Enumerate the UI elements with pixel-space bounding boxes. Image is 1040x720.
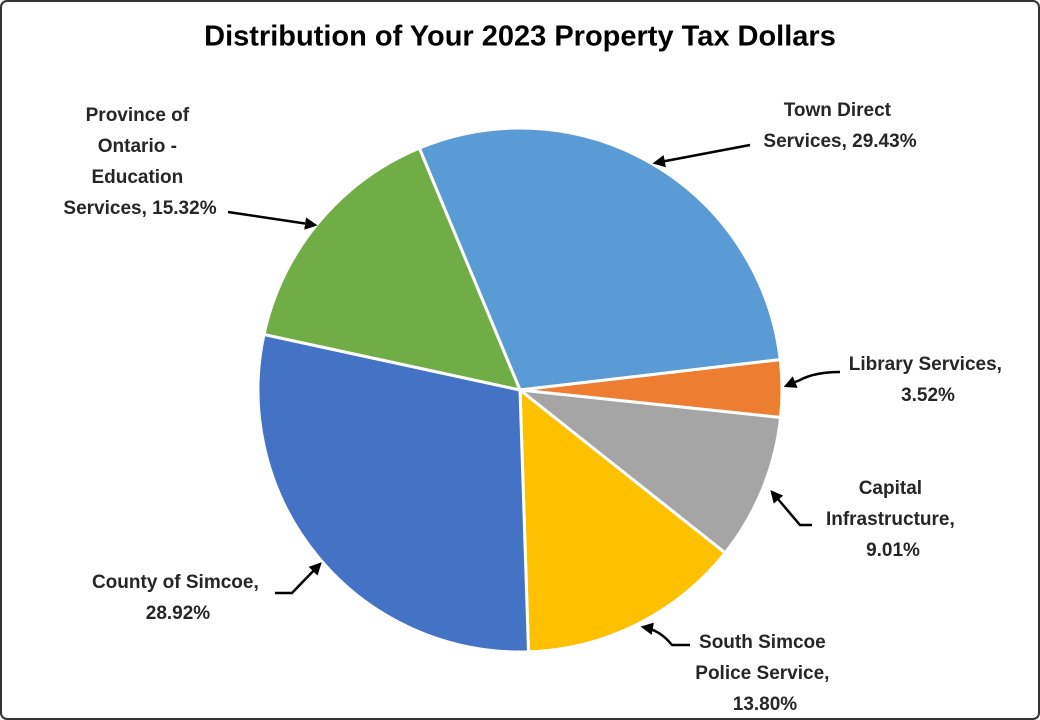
- leader-arrow: [227, 210, 318, 230]
- leader-arrow: [640, 622, 690, 647]
- label-line: Education: [91, 167, 188, 188]
- data-label: County of Simcoe, 28.92%: [92, 572, 264, 624]
- leader-arrow: [783, 370, 841, 388]
- label-line: Province of: [86, 105, 195, 126]
- data-label: Capital Infrastructure, 9.01%: [826, 478, 960, 561]
- data-label: Library Services, 3.52%: [849, 354, 1007, 406]
- pie-slice: [256, 332, 531, 654]
- pie-slice: [518, 386, 728, 654]
- leader-arrow: [275, 562, 322, 595]
- label-line: South Simcoe: [699, 632, 831, 653]
- labels: Town Direct Services, 29.43% Library Serv…: [63, 100, 1007, 715]
- chart-title: Distribution of Your 2023 Property Tax D…: [204, 21, 836, 53]
- label-line: Services, 15.32%: [63, 198, 216, 219]
- pie-slice: [262, 146, 523, 393]
- leader-arrow: [770, 490, 812, 527]
- label-line: 28.92%: [146, 603, 211, 624]
- label-line: 3.52%: [901, 385, 955, 406]
- label-line: 9.01%: [866, 540, 920, 561]
- data-label: South Simcoe Police Service, 13.80%: [695, 632, 834, 715]
- label-line: 13.80%: [733, 694, 798, 715]
- data-label: Province of Ontario - Education Services…: [63, 105, 216, 219]
- leader-arrow: [652, 143, 751, 168]
- label-line: Services, 29.43%: [763, 131, 916, 152]
- pie-slice: [417, 126, 782, 392]
- pie-slice: [515, 387, 783, 556]
- label-line: Library Services,: [849, 354, 1007, 375]
- label-line: County of Simcoe,: [92, 572, 264, 593]
- label-line: Town Direct: [784, 100, 897, 121]
- label-line: Police Service,: [695, 663, 834, 684]
- label-line: Ontario -: [98, 136, 182, 157]
- data-label: Town Direct Services, 29.43%: [763, 100, 916, 152]
- pie: [256, 126, 784, 654]
- label-line: Infrastructure,: [826, 509, 960, 530]
- label-line: Capital: [859, 478, 928, 499]
